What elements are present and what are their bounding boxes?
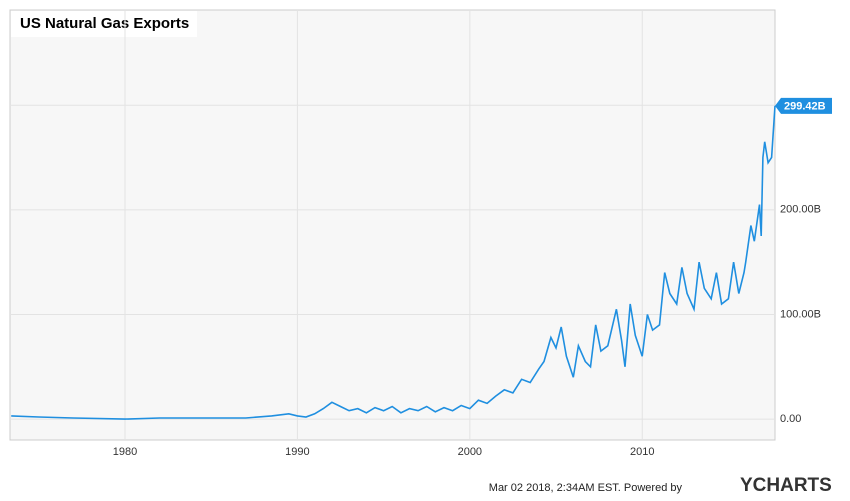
x-tick-label: 1990 [285, 446, 309, 458]
last-value-label: 299.42B [784, 101, 826, 113]
plot-area [9, 9, 776, 441]
last-value-callout [775, 97, 832, 114]
chart-title: US Natural Gas Exports [20, 15, 189, 32]
x-tick-label: 2010 [630, 446, 654, 458]
title-box [11, 11, 197, 37]
x-tick-label: 2000 [458, 446, 482, 458]
brand: YCHARTS [740, 475, 832, 496]
y-tick-label: 200.00B [780, 204, 821, 216]
y-tick-label: 100.00B [780, 308, 821, 320]
y-tick-label: 0.00 [780, 413, 801, 425]
line-series [11, 105, 776, 420]
x-tick-label: 1980 [113, 446, 137, 458]
footer: Mar 02 2018, 2:34AM EST. Powered by [489, 482, 683, 494]
